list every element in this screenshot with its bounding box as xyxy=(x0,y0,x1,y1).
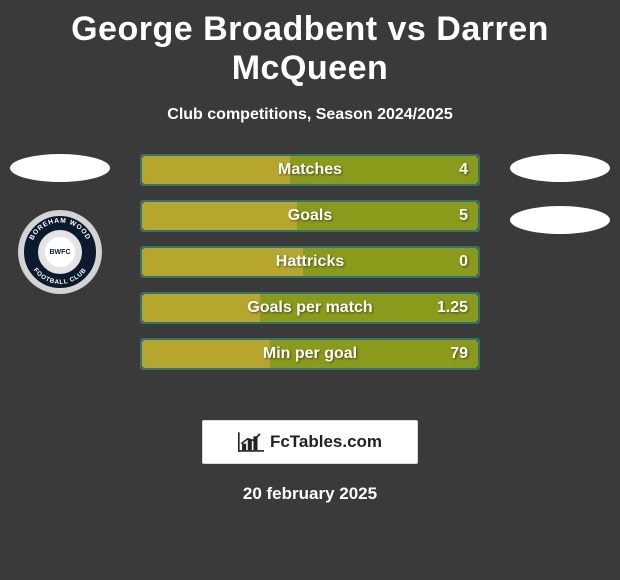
stat-bar: Matches 4 xyxy=(140,154,480,186)
bar-fill-left xyxy=(142,294,260,322)
bar-chart-icon xyxy=(238,432,264,452)
logo-text: FcTables.com xyxy=(270,432,382,452)
page-title: George Broadbent vs Darren McQueen xyxy=(0,0,620,88)
footer-logo-row: FcTables.com xyxy=(0,420,620,464)
player-crest-left: BOREHAM WOOD FOOTBALL CLUB BWFC xyxy=(18,210,102,294)
bar-value-right: 0 xyxy=(459,253,468,271)
stat-bar: Goals per match 1.25 xyxy=(140,292,480,324)
bar-value-right: 5 xyxy=(459,207,468,225)
left-player-column: BOREHAM WOOD FOOTBALL CLUB BWFC xyxy=(0,154,120,294)
fctables-logo: FcTables.com xyxy=(202,420,418,464)
bar-label: Hattricks xyxy=(276,253,344,271)
bar-fill-left xyxy=(142,202,297,230)
bar-value-right: 4 xyxy=(459,161,468,179)
comparison-content: BOREHAM WOOD FOOTBALL CLUB BWFC Matches 4… xyxy=(0,154,620,414)
crest-center-text: BWFC xyxy=(45,237,75,267)
date-text: 20 february 2025 xyxy=(0,484,620,504)
stat-bars: Matches 4 Goals 5 Hattricks 0 Goals per match 1… xyxy=(140,154,480,384)
bar-value-right: 79 xyxy=(450,345,468,363)
bar-label: Matches xyxy=(278,161,342,179)
bar-fill-left xyxy=(142,340,270,368)
stat-bar: Goals 5 xyxy=(140,200,480,232)
bar-value-right: 1.25 xyxy=(437,299,468,317)
flag-icon-right-1 xyxy=(510,154,610,182)
stat-bar: Min per goal 79 xyxy=(140,338,480,370)
bar-fill-left xyxy=(142,156,290,184)
bar-label: Min per goal xyxy=(263,345,357,363)
flag-icon-left xyxy=(10,154,110,182)
subtitle: Club competitions, Season 2024/2025 xyxy=(0,106,620,124)
stat-bar: Hattricks 0 xyxy=(140,246,480,278)
right-player-column xyxy=(500,154,620,234)
bar-label: Goals xyxy=(288,207,332,225)
bar-label: Goals per match xyxy=(247,299,372,317)
flag-icon-right-2 xyxy=(510,206,610,234)
